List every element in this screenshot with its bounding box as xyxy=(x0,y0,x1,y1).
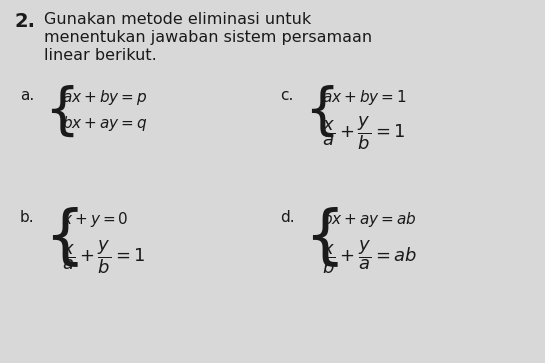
Text: $\{$: $\{$ xyxy=(44,205,78,269)
Text: $ax + by = p$: $ax + by = p$ xyxy=(62,88,148,107)
Text: b.: b. xyxy=(20,210,35,225)
Text: $bx + ay = ab$: $bx + ay = ab$ xyxy=(322,210,417,229)
Text: $\dfrac{x}{b} + \dfrac{y}{a} = ab$: $\dfrac{x}{b} + \dfrac{y}{a} = ab$ xyxy=(322,238,417,276)
Text: a.: a. xyxy=(20,88,34,103)
Text: d.: d. xyxy=(280,210,295,225)
Text: $\{$: $\{$ xyxy=(304,84,335,139)
Text: $ax + by = 1$: $ax + by = 1$ xyxy=(322,88,407,107)
Text: Gunakan metode eliminasi untuk: Gunakan metode eliminasi untuk xyxy=(44,12,311,27)
Text: $\{$: $\{$ xyxy=(304,205,338,269)
Text: c.: c. xyxy=(280,88,293,103)
Text: menentukan jawaban sistem persamaan: menentukan jawaban sistem persamaan xyxy=(44,30,372,45)
Text: 2.: 2. xyxy=(14,12,35,31)
Text: $\dfrac{x}{a} + \dfrac{y}{b} = 1$: $\dfrac{x}{a} + \dfrac{y}{b} = 1$ xyxy=(322,114,405,152)
Text: $bx + ay = q$: $bx + ay = q$ xyxy=(62,114,148,133)
Text: $x + y = 0$: $x + y = 0$ xyxy=(62,210,129,229)
Text: linear berikut.: linear berikut. xyxy=(44,48,157,63)
Text: $\{$: $\{$ xyxy=(44,84,74,139)
Text: $\dfrac{x}{a} + \dfrac{y}{b} = 1$: $\dfrac{x}{a} + \dfrac{y}{b} = 1$ xyxy=(62,238,146,276)
